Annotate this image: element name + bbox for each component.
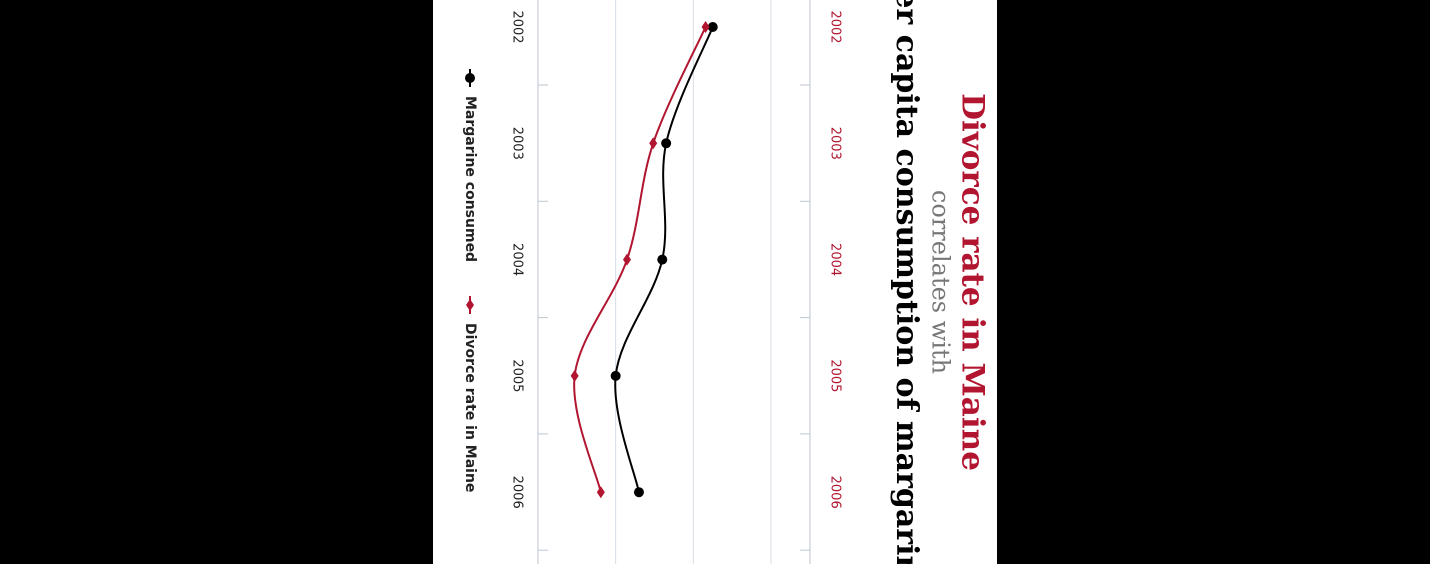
panel [433,0,997,564]
top-x-tick-label: 2004 [828,243,843,276]
x-tick-label: 2004 [510,243,525,276]
rotated-chart: Divorce rate in Maine correlates with Pe… [462,0,991,564]
data-point [633,487,644,498]
x-tick-label: 2003 [510,127,525,160]
data-point [707,22,718,32]
data-point [610,370,621,381]
legend-label: Margarine consumed [462,96,478,262]
x-tick-label: 2005 [510,359,525,392]
x-tick-label: 2002 [510,10,525,43]
clip: Divorce rate in Maine correlates with Pe… [462,0,991,564]
data-point [570,369,579,382]
data-point [661,138,672,149]
top-x-tick-label: 2003 [828,127,843,160]
x-tick-label: 2006 [510,476,525,509]
top-x-tick-label: 2005 [828,359,843,392]
chart-title-2: Per capita consumption of margarine [889,0,924,564]
chart-title: Divorce rate in Maine [955,93,991,471]
legend-marker [466,299,474,311]
data-point [623,253,632,266]
data-point [596,486,605,499]
data-point [701,21,710,33]
chart-subtitle: correlates with [927,190,955,374]
legend-marker [465,73,475,83]
top-x-tick-label: 2006 [828,476,843,509]
top-x-tick-label: 2002 [828,10,843,43]
data-point [657,254,668,265]
legend-label: Divorce rate in Maine [462,323,478,492]
